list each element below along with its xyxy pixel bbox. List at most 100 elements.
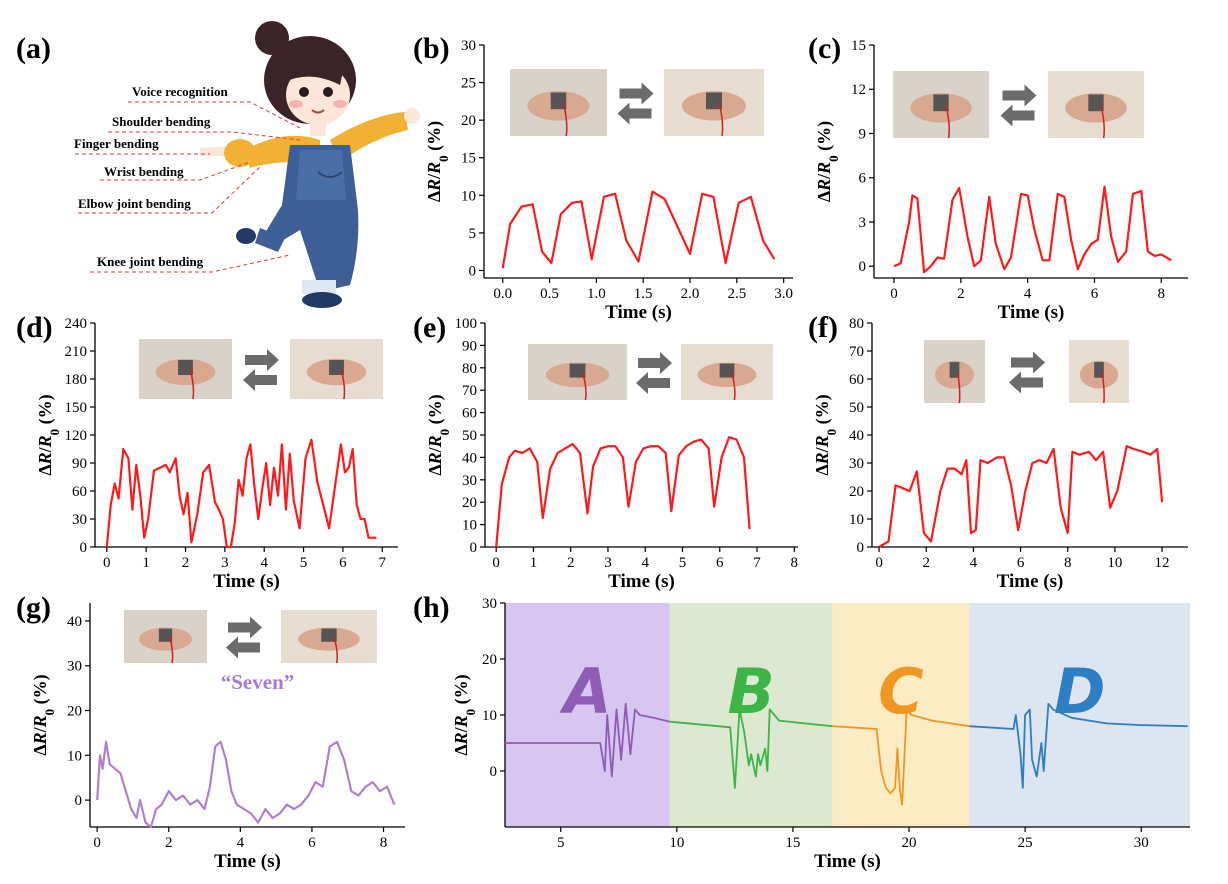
x-tick-label: 12: [1155, 555, 1170, 571]
photo-sensor: [158, 628, 173, 642]
x-tick-label: 1.0: [587, 286, 606, 302]
photo-wire: [581, 371, 587, 401]
photo-wire: [168, 636, 174, 664]
x-tick-label: 7: [753, 555, 761, 571]
photo-wire: [1100, 104, 1105, 139]
photo-d-bent: [290, 339, 383, 400]
x-tick-label: 4: [237, 835, 245, 851]
x-tick-label: 2: [922, 555, 930, 571]
region-B: [669, 603, 833, 827]
y-tick-label: 5: [469, 226, 477, 242]
x-tick-label: 4: [641, 555, 649, 571]
photo-sensor: [1094, 362, 1104, 378]
photo-c-relaxed: [893, 71, 989, 139]
panel-label-a: (a): [16, 32, 51, 65]
photo-sensor: [949, 362, 960, 378]
panel-label-b: (b): [413, 32, 450, 65]
photo-c-bent: [1048, 71, 1144, 139]
y-tick-label: 90: [462, 338, 477, 354]
y-axis-title-b: ΔR/R0 (%): [424, 121, 451, 202]
x-tick-label: 2: [165, 835, 173, 851]
series-line-h-3: [969, 702, 1188, 789]
y-tick-label: 3: [859, 215, 867, 231]
photo-sensor: [550, 92, 567, 110]
arrows-c: [1000, 84, 1037, 127]
y-tick-label: 50: [462, 428, 477, 444]
label-wrist-bending: Wrist bending: [104, 164, 184, 179]
x-tick-label: 8: [1064, 555, 1072, 571]
series-line-f-0: [878, 445, 1164, 548]
arrows-d: [243, 349, 279, 391]
x-axis-title-e: Time (s): [608, 571, 675, 592]
x-tick-label: 4: [260, 555, 268, 571]
y-tick-label: 10: [462, 518, 477, 534]
photo-b-relaxed: [510, 69, 607, 137]
arrow-forward-icon: [638, 352, 672, 374]
series-line-h-0: [505, 702, 671, 778]
x-tick-label: 10: [1107, 555, 1122, 571]
photo-wire: [718, 102, 724, 137]
arrow-backward-icon: [243, 369, 277, 391]
x-tick-label: 15: [785, 835, 800, 851]
y-tick-label: 0: [80, 540, 88, 556]
x-axis-title-d: Time (s): [213, 571, 280, 592]
label-elbow-joint-bending: Elbow joint bending: [78, 196, 191, 211]
y-tick-label: 70: [462, 383, 477, 399]
x-tick-label: 2: [567, 555, 575, 571]
photo-sensor: [706, 92, 722, 110]
x-tick-label: 3.0: [774, 286, 793, 302]
x-tick-label: 0: [93, 835, 101, 851]
panel-f: 0 2 4 6 8 10 12 0 10 20 30 40 50 60 70 80 Time (s) ΔR/R0 …: [808, 311, 1188, 592]
photo-wire: [562, 102, 568, 137]
cartoon-girl-illustration: [200, 21, 420, 308]
label-finger-bending: Finger bending: [74, 136, 159, 151]
arrow-backward-icon: [226, 636, 260, 659]
y-tick-label: 120: [65, 428, 88, 444]
x-axis-title-h: Time (s): [814, 851, 881, 872]
y-tick-label: 40: [462, 450, 477, 466]
y-tick-label: 0: [859, 259, 867, 275]
arrows-e: [636, 352, 672, 394]
x-tick-label: 0.0: [493, 286, 512, 302]
panel-b: 0.0 0.5 1.0 1.5 2.0 2.5 3.0 0 5 10 15 20 25 30 Time (s…: [413, 32, 793, 323]
arrow-forward-icon: [619, 82, 654, 105]
x-tick-label: 20: [902, 835, 917, 851]
y-tick-label: 30: [72, 512, 87, 528]
arrow-backward-icon: [636, 372, 670, 394]
photo-wire: [956, 371, 961, 404]
y-tick-label: 210: [65, 344, 88, 360]
x-tick-label: 8: [791, 555, 799, 571]
series-line-h-2: [832, 708, 970, 806]
y-tick-label: 10: [482, 708, 497, 724]
region-letter-A: A: [558, 655, 611, 728]
y-tick-label: 20: [462, 495, 477, 511]
arrow-forward-icon: [1011, 351, 1045, 374]
photo-wire: [1101, 371, 1105, 404]
y-axis-title-d: ΔR/R0 (%): [35, 394, 62, 475]
y-tick-label: 30: [849, 456, 864, 472]
panel-label-d: (d): [16, 311, 53, 344]
arrow-backward-icon: [1009, 371, 1043, 394]
arrow-forward-icon: [228, 616, 262, 639]
label-shoulder-bending: Shoulder bending: [112, 114, 211, 129]
x-tick-label: 2.0: [681, 286, 700, 302]
y-tick-label: 0: [470, 540, 478, 556]
x-tick-label: 6: [716, 555, 724, 571]
y-tick-label: 30: [67, 659, 82, 675]
x-tick-label: 1.5: [634, 286, 653, 302]
x-tick-label: 30: [1134, 835, 1149, 851]
panel-label-h: (h): [413, 591, 450, 624]
x-tick-label: 2: [182, 555, 190, 571]
x-axis-title-c: Time (s): [998, 302, 1065, 323]
y-tick-label: 0: [490, 764, 498, 780]
y-tick-label: 20: [461, 113, 476, 129]
y-tick-label: 60: [72, 484, 87, 500]
panel-label-e: (e): [413, 311, 446, 344]
y-axis-title-e: ΔR/R0 (%): [425, 394, 452, 475]
y-tick-label: 0: [857, 540, 865, 556]
photo-sensor: [1088, 94, 1104, 112]
x-tick-label: 2.5: [727, 286, 746, 302]
x-tick-label: 5: [300, 555, 308, 571]
series-line-g-0: [96, 740, 396, 829]
